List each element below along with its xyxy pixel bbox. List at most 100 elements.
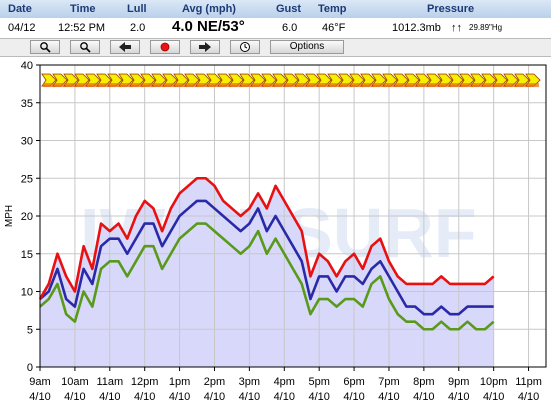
time-value: 12:52 PM [58,22,106,34]
direction-arrow-shade [54,83,66,88]
x-axis: 9am 4/10 10am 4/10 11am 4/10 12pm 4/10 1pm 4/10 2p… [29,367,542,403]
date-label: Date [8,3,32,15]
direction-arrow-shade [208,83,220,88]
x-tick-label-time: 8pm [413,376,434,388]
x-tick-label-time: 4pm [274,376,295,388]
y-tick-label: 40 [21,60,33,72]
direction-arrow-shade [120,83,132,88]
pressure-label: Pressure [427,3,475,15]
date-value: 04/12 [8,22,36,34]
x-tick-label-time: 10am [61,376,89,388]
x-tick-label-date: 4/10 [308,391,329,403]
x-tick-label-time: 2pm [204,376,225,388]
direction-arrow-shade [307,83,319,88]
y-tick-label: 30 [21,136,33,148]
direction-arrow-shade [219,83,231,88]
direction-arrow-shade [296,83,308,88]
direction-arrow-shade [274,83,286,88]
direction-arrow-shade [164,83,176,88]
direction-arrow-shade [285,83,297,88]
y-tick-label: 5 [27,324,33,336]
chart-toolbar: Options [0,38,551,57]
direction-arrow-shade [351,83,363,88]
direction-arrow-shade [109,83,121,88]
x-tick-label-date: 4/10 [169,391,190,403]
gust-label: Gust [276,3,302,15]
direction-arrow-shade [98,83,110,88]
direction-arrow-shade [439,83,451,88]
x-tick-label-date: 4/10 [378,391,399,403]
direction-arrow-shade [43,83,55,88]
direction-arrow-shade [76,83,88,88]
back-button[interactable] [110,40,140,54]
direction-arrow-shade [461,83,473,88]
direction-arrow-shade [329,83,341,88]
x-tick-label-date: 4/10 [134,391,155,403]
y-axis-label: MPH [4,205,15,227]
lull-series-line [39,222,495,331]
zoom-out-icon [80,42,91,53]
direction-arrow-shade [472,83,484,88]
x-tick-label-time: 11am [96,376,123,388]
direction-arrow-shade [373,83,385,88]
direction-arrow-shade [384,83,396,88]
x-tick-label-time: 7pm [378,376,399,388]
x-tick-label-date: 4/10 [29,391,50,403]
direction-arrow-shade [450,83,462,88]
direction-arrow-shade [65,83,77,88]
direction-arrow-shade [406,83,418,88]
red-dot-icon [160,42,170,52]
x-tick-label-date: 4/10 [343,391,364,403]
x-tick-label-time: 9am [29,376,50,388]
direction-arrow-shade [527,83,539,88]
live-button[interactable] [150,40,180,54]
gust-series-line [38,176,495,300]
zoom-out-button[interactable] [70,40,100,54]
temp-value: 46°F [322,22,346,34]
direction-arrow-shade [230,83,242,88]
y-tick-label: 0 [27,362,33,374]
arrow-right-icon [199,42,211,52]
direction-arrow-shade [417,83,429,88]
arrow-left-icon [119,42,131,52]
y-tick-label: 10 [21,287,33,299]
y-tick-label: 20 [21,211,33,223]
direction-arrow-shade [483,83,495,88]
y-tick-label: 35 [21,98,33,110]
wind-direction-arrows [41,73,541,88]
lull-label: Lull [127,3,147,15]
x-tick-label-date: 4/10 [518,391,539,403]
pressure-rising-icon: ↑↑ [451,22,462,34]
x-tick-label-time: 1pm [169,376,190,388]
x-tick-label-date: 4/10 [99,391,120,403]
x-tick-label-date: 4/10 [204,391,225,403]
y-axis: 0 5 10 15 20 25 30 35 40 [21,60,40,374]
avg-value: 4.0 NE/53° [172,18,245,35]
x-tick-label-time: 10pm [480,376,508,388]
avg-label: Avg (mph) [182,3,236,15]
direction-arrow-shade [494,83,506,88]
lull-value: 2.0 [130,22,146,34]
direction-arrow-shade [175,83,187,88]
y-tick-label: 25 [21,173,33,185]
temp-label: Temp [318,3,347,15]
direction-arrow-shade [186,83,198,88]
header-values-row: 04/12 12:52 PM 2.0 4.0 NE/53° 6.0 46°F 1… [0,18,551,38]
x-tick-label-date: 4/10 [448,391,469,403]
header-labels-row: Date Time Lull Avg (mph) Gust Temp Press… [0,0,551,19]
direction-arrow-shade [505,83,517,88]
forward-button[interactable] [190,40,220,54]
zoom-in-button[interactable] [30,40,60,54]
options-button[interactable]: Options [270,40,344,54]
direction-arrow-shade [197,83,209,88]
history-button[interactable] [230,40,260,54]
options-label: Options [289,41,325,52]
direction-arrow-shade [318,83,330,88]
clock-icon [240,42,250,52]
conditions-header: Date Time Lull Avg (mph) Gust Temp Press… [0,0,551,38]
time-label: Time [70,3,96,15]
direction-arrow-shade [263,83,275,88]
x-tick-label-date: 4/10 [239,391,260,403]
x-tick-label-date: 4/10 [483,391,504,403]
